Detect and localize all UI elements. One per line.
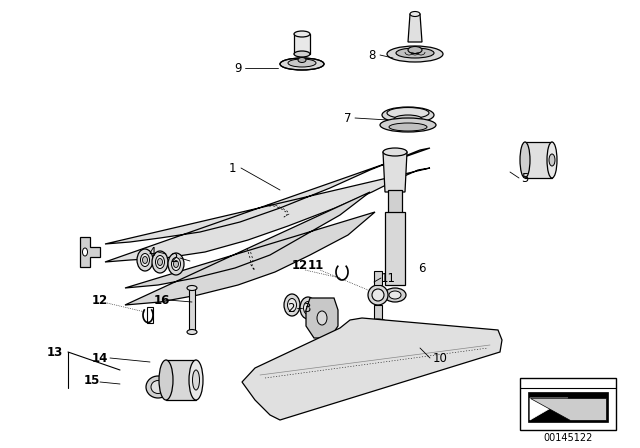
Ellipse shape	[394, 115, 422, 123]
Ellipse shape	[189, 360, 203, 400]
Polygon shape	[294, 34, 310, 54]
Text: 1: 1	[228, 161, 236, 175]
Ellipse shape	[368, 285, 388, 305]
Polygon shape	[374, 271, 382, 285]
Polygon shape	[80, 237, 100, 267]
Polygon shape	[528, 392, 608, 422]
Polygon shape	[105, 148, 430, 262]
Text: 00145122: 00145122	[543, 433, 593, 443]
Ellipse shape	[317, 311, 327, 325]
Ellipse shape	[389, 291, 401, 299]
Polygon shape	[189, 288, 195, 332]
Ellipse shape	[410, 12, 420, 17]
Ellipse shape	[387, 46, 443, 62]
Text: 16: 16	[154, 293, 170, 306]
Ellipse shape	[372, 289, 384, 301]
Ellipse shape	[168, 253, 184, 275]
Ellipse shape	[547, 142, 557, 178]
Text: 7: 7	[344, 112, 352, 125]
Ellipse shape	[549, 154, 555, 166]
Polygon shape	[530, 398, 606, 420]
Polygon shape	[242, 318, 502, 420]
Text: 15: 15	[84, 374, 100, 387]
Ellipse shape	[298, 57, 306, 63]
Polygon shape	[374, 305, 382, 323]
Ellipse shape	[288, 59, 316, 67]
Ellipse shape	[396, 48, 434, 58]
Ellipse shape	[303, 302, 312, 314]
Ellipse shape	[151, 380, 165, 393]
Ellipse shape	[157, 258, 163, 266]
Ellipse shape	[83, 248, 88, 256]
Ellipse shape	[287, 298, 296, 311]
Ellipse shape	[172, 258, 180, 271]
Ellipse shape	[380, 118, 436, 132]
Ellipse shape	[387, 108, 429, 119]
Text: 10: 10	[433, 352, 447, 365]
Ellipse shape	[193, 370, 200, 390]
Ellipse shape	[384, 288, 406, 302]
Text: 13: 13	[47, 345, 63, 358]
Ellipse shape	[187, 285, 197, 290]
Ellipse shape	[156, 255, 164, 268]
Polygon shape	[388, 190, 402, 270]
Ellipse shape	[373, 320, 383, 326]
Ellipse shape	[152, 251, 168, 273]
Ellipse shape	[294, 51, 310, 57]
Text: 12: 12	[92, 293, 108, 306]
Text: 9: 9	[234, 61, 242, 74]
Ellipse shape	[382, 107, 434, 123]
Ellipse shape	[187, 329, 197, 335]
Text: 2: 2	[170, 251, 178, 264]
Ellipse shape	[159, 360, 173, 400]
Bar	[520, 378, 616, 430]
Polygon shape	[166, 360, 196, 400]
Ellipse shape	[173, 260, 179, 267]
Polygon shape	[306, 298, 338, 338]
Ellipse shape	[408, 47, 422, 53]
Ellipse shape	[383, 148, 407, 156]
Ellipse shape	[137, 249, 153, 271]
Ellipse shape	[284, 294, 300, 316]
Polygon shape	[525, 142, 552, 178]
Polygon shape	[383, 152, 407, 192]
Text: 8: 8	[368, 48, 376, 61]
Ellipse shape	[294, 31, 310, 37]
Polygon shape	[385, 212, 405, 285]
Ellipse shape	[300, 297, 316, 319]
Ellipse shape	[141, 254, 150, 267]
Text: 11: 11	[308, 258, 324, 271]
Text: 12: 12	[292, 258, 308, 271]
Text: 11: 11	[381, 271, 396, 284]
Polygon shape	[530, 398, 568, 420]
Text: 6: 6	[419, 262, 426, 275]
Polygon shape	[408, 14, 422, 42]
Ellipse shape	[143, 257, 147, 263]
Text: 2: 2	[287, 302, 295, 314]
Ellipse shape	[389, 123, 427, 131]
Text: 4: 4	[148, 246, 156, 258]
Ellipse shape	[146, 376, 170, 398]
Ellipse shape	[280, 58, 324, 70]
Text: 3: 3	[303, 302, 310, 314]
Text: 5: 5	[522, 172, 529, 185]
Ellipse shape	[369, 319, 387, 327]
Text: 14: 14	[92, 352, 108, 365]
Ellipse shape	[520, 142, 530, 178]
Polygon shape	[125, 192, 375, 305]
